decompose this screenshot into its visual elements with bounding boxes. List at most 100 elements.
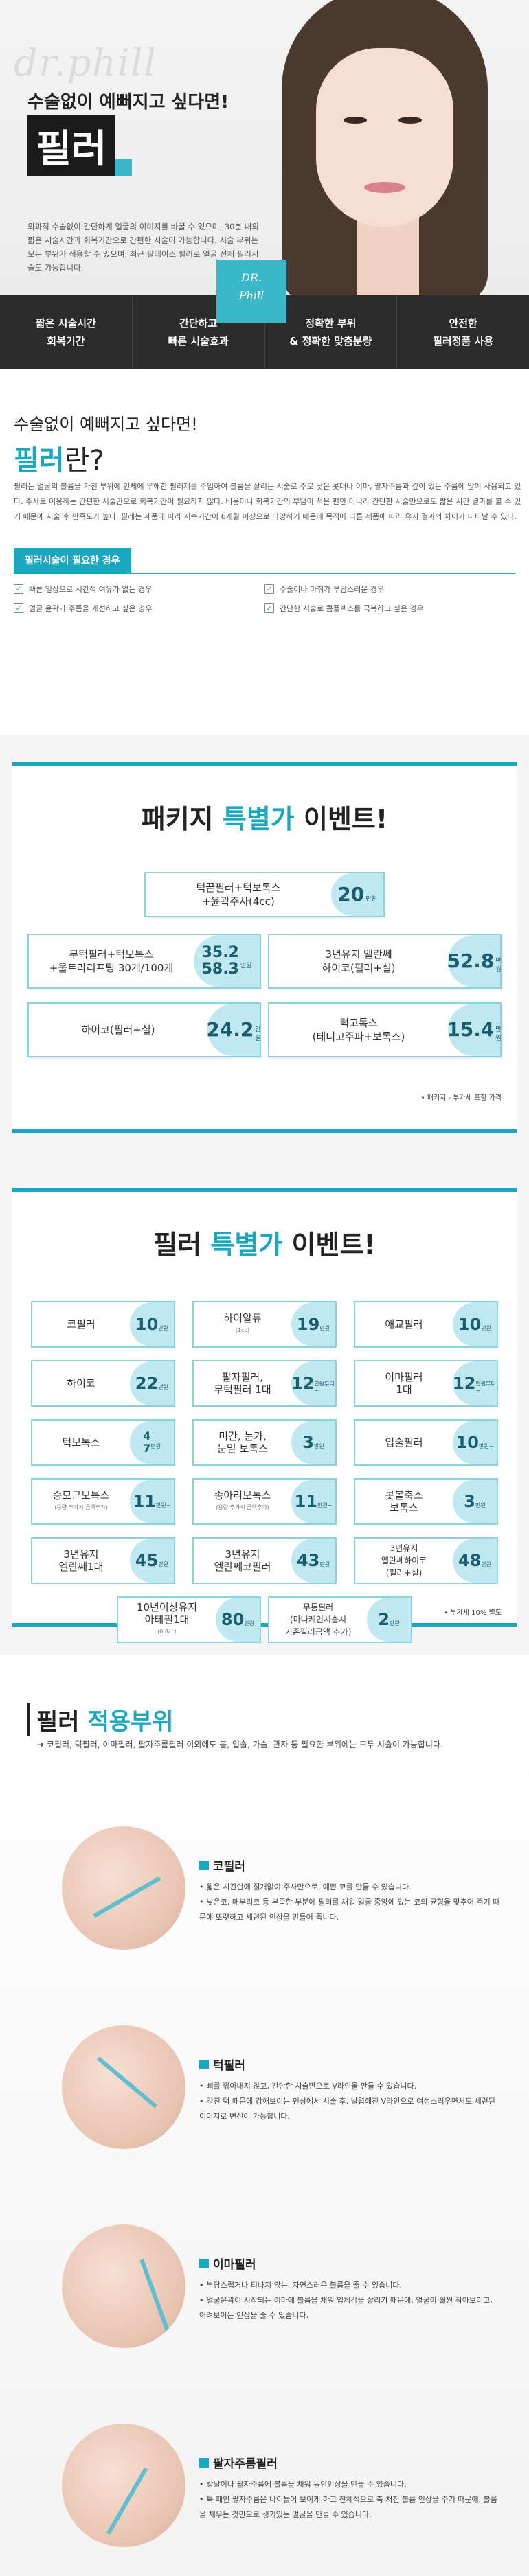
feature-item: 간단하고 빠른 시술효과 [133, 295, 265, 369]
syringe-icon [139, 2259, 170, 2332]
part-name-marker [199, 2258, 209, 2268]
price-unit: 만원 [481, 1324, 492, 1331]
filler-card-price: 45 만원 [130, 1539, 174, 1583]
filler-card-label: 하이코 [67, 1377, 95, 1390]
package-card: 턱고톡스 (테너고주파+보톡스) 15.4 만원 [268, 1002, 502, 1057]
price-value: 20 [337, 883, 365, 906]
filler-card-price: 4 7 만원 [130, 1421, 174, 1464]
syringe-icon [96, 2056, 158, 2108]
feature-item: 안전한 필러정품 사용 [433, 317, 494, 347]
filler-card: 코필러 10 만원 [31, 1301, 175, 1348]
hero-description: 외과적 수술없이 간단하게 얼굴의 이미지를 바꿀 수 있으며, 30분 내외 … [27, 222, 259, 273]
filler-card-label: 콧볼축소 보톡스 [385, 1489, 423, 1514]
check-icon: ✓ [264, 584, 274, 594]
filler-card-sub: (0.8cc) [157, 1629, 177, 1635]
filler-card-price: 12 만원부터~ [291, 1361, 335, 1405]
filler-card: 승모근보톡스 (용량 추가시 금액추가) 11 만원~ [31, 1478, 175, 1525]
part-line: 특 패인 팔자주름은 나이들어 보이게 하고 전체적으로 축 처진 볼륨 인상을… [199, 2492, 502, 2522]
hero-subtitle: 수술없이 예뻐지고 싶다면! [27, 92, 229, 113]
package-card-price: 20 만원 [331, 873, 383, 916]
price-unit: 만원~ [478, 1442, 494, 1449]
part-line: 얼굴윤곽이 시작되는 이마에 볼륨을 채워 입체감을 살리기 때문에, 얼굴이 … [199, 2293, 502, 2323]
price-unit: 만원 [158, 1383, 169, 1390]
filler-card: 애교필러 10 만원 [354, 1301, 498, 1348]
need-title: 필러시술이 필요한 경우 [14, 548, 131, 573]
package-card: 3년유지 엘란쎄 하이코(필러+실) 52.8 만원 [268, 934, 502, 989]
part-name-text: 턱필러 [213, 2059, 245, 2073]
price-value: 45 [135, 1551, 159, 1570]
filler-card-sub: (용량 추가시 금액추가) [54, 1504, 108, 1510]
price-value: 80 [221, 1610, 245, 1629]
price-unit: 만원 [255, 1026, 261, 1042]
filler-card: 콧볼축소 보톡스 3 만원 [354, 1478, 498, 1525]
part-item: 코필러짧은 시간안에 절개없이 주사만으로, 예쁜 코를 만들 수 있습니다.낮… [62, 1826, 502, 1964]
filler-card-price: 19 만원 [291, 1302, 335, 1346]
filler-card: 이마필러 1대 12 만원부터~ [354, 1360, 498, 1407]
price-unit: 만원 [481, 1561, 492, 1567]
filler-card-price: 48 만원 [453, 1539, 497, 1583]
price-unit: 만원 [495, 958, 502, 974]
price-unit: 만원 [158, 1324, 169, 1331]
price-unit: 만원 [150, 1442, 161, 1449]
model-portrait-image [254, 0, 502, 295]
filler-card-price: 2 만원 [367, 1598, 411, 1642]
package-card-price: 15.4 만원 [447, 1004, 502, 1056]
price-value: 10 [135, 1315, 159, 1334]
feature-item: 정확한 부위 & 정확한 맞춤분량 [265, 295, 398, 369]
part-description: 짧은 시간안에 절개없이 주사만으로, 예쁜 코를 만들 수 있습니다.낮은코,… [199, 1880, 502, 1925]
syringe-icon [93, 1876, 161, 1918]
part-item: 이마필러부담스럽거나 티나지 않는, 자연스러운 볼륨을 줄 수 있습니다.얼굴… [62, 2224, 502, 2362]
need-item: ✓ 빠른 일상으로 시간적 여유가 없는 경우 [14, 584, 264, 595]
price-unit: 만원 [495, 1026, 502, 1042]
price-value: 3 [302, 1433, 314, 1452]
nasolabial-injection-icon [62, 2424, 185, 2547]
price-value: 15.4 [447, 1018, 495, 1041]
filler-card-label: 승모근보톡스 (용량 추가시 금액추가) [32, 1489, 130, 1514]
intro-title: 필러란? [14, 445, 104, 476]
part-name-marker [199, 1860, 209, 1870]
part-description: 칼날이나 팔자주름에 볼륨을 채워 동안인상을 만들 수 있습니다.특 패인 팔… [199, 2477, 502, 2522]
filler-card: 종아리보톡스 (용량 추가시 금액추가) 11 만원~ [192, 1478, 337, 1525]
filler-card-price: 80 만원 [216, 1598, 260, 1642]
price-value: 52.8 [447, 950, 495, 972]
price-unit: 만원 [319, 1561, 330, 1567]
filler-card-price: 12 만원부터~ [453, 1361, 497, 1405]
package-card: 하이코(필러+실) 24.2 만원 [27, 1002, 261, 1057]
filler-event-title: 필러 특별가 이벤트! [153, 1230, 376, 1260]
need-item: ✓ 얼굴 윤곽과 주름을 개선하고 싶은 경우 [14, 603, 264, 614]
part-name: 이마필러 [199, 2255, 256, 2272]
package-note: • 패키지 - 부가세 포함 가격 [420, 1094, 502, 1102]
filler-card: 미간, 눈가, 눈밑 보톡스 3 만원 [192, 1419, 337, 1466]
badge-line2: Phill [238, 289, 264, 302]
price-unit: 만원 [240, 962, 252, 969]
filler-card-label: 3년유지 엘란쎄코필러 [214, 1548, 271, 1573]
filler-card-label: 10년이상유지 아테필1대 (0.8cc) [118, 1601, 216, 1638]
filler-card-label: 코필러 [67, 1318, 95, 1331]
part-line: 각진 턱 때문에 강해보이는 인상에서 시술 후, 날렵해진 V라인으로 여성스… [199, 2094, 502, 2124]
price-value: 10 [455, 1433, 479, 1452]
price-unit: 만원 [244, 1620, 255, 1626]
part-name-text: 코필러 [213, 1860, 245, 1874]
price-value: 12 [291, 1374, 315, 1393]
parts-section: 필러 적용부위 ➜ 코필러, 턱필러, 이마필러, 팔자주름필러 이외에도 볼,… [0, 1655, 529, 2576]
package-card-label: 무턱필러+턱보톡스 +울트라리프팅 30개/100개 [49, 948, 174, 974]
filler-card: 하이알듀 (1cc) 19 만원 [192, 1301, 337, 1348]
part-description: 뼈를 깎아내지 않고, 간단한 시술만으로 V라인을 만들 수 있습니다.각진 … [199, 2079, 502, 2124]
parts-title: 필러 적용부위 [27, 1703, 174, 1736]
filler-card-label: 하이알듀 (1cc) [194, 1312, 291, 1337]
price-unit: 만원부터~ [475, 1381, 496, 1394]
price-unit: 만원 [389, 1620, 400, 1626]
hero-title: 필러 [27, 115, 115, 176]
filler-card: 턱보톡스 4 7 만원 [31, 1419, 175, 1466]
package-card-price: 52.8 만원 [447, 935, 502, 987]
package-card: 무턱필러+턱보톡스 +울트라리프팅 30개/100개 35.2 58.3 만원 [27, 934, 261, 989]
filler-card-price: 10 만원 [453, 1302, 497, 1346]
part-name-text: 팔자주름필러 [213, 2457, 278, 2471]
price-value: 11 [294, 1492, 317, 1511]
filler-note: • 부가세 10% 별도 [444, 1609, 502, 1617]
price-value: 12 [453, 1374, 476, 1393]
check-icon: ✓ [14, 584, 23, 594]
package-card: 턱끝필러+턱보톡스 +윤곽주사(4cc) 20 만원 [144, 872, 385, 917]
filler-card-price: 10 만원 [130, 1302, 174, 1346]
